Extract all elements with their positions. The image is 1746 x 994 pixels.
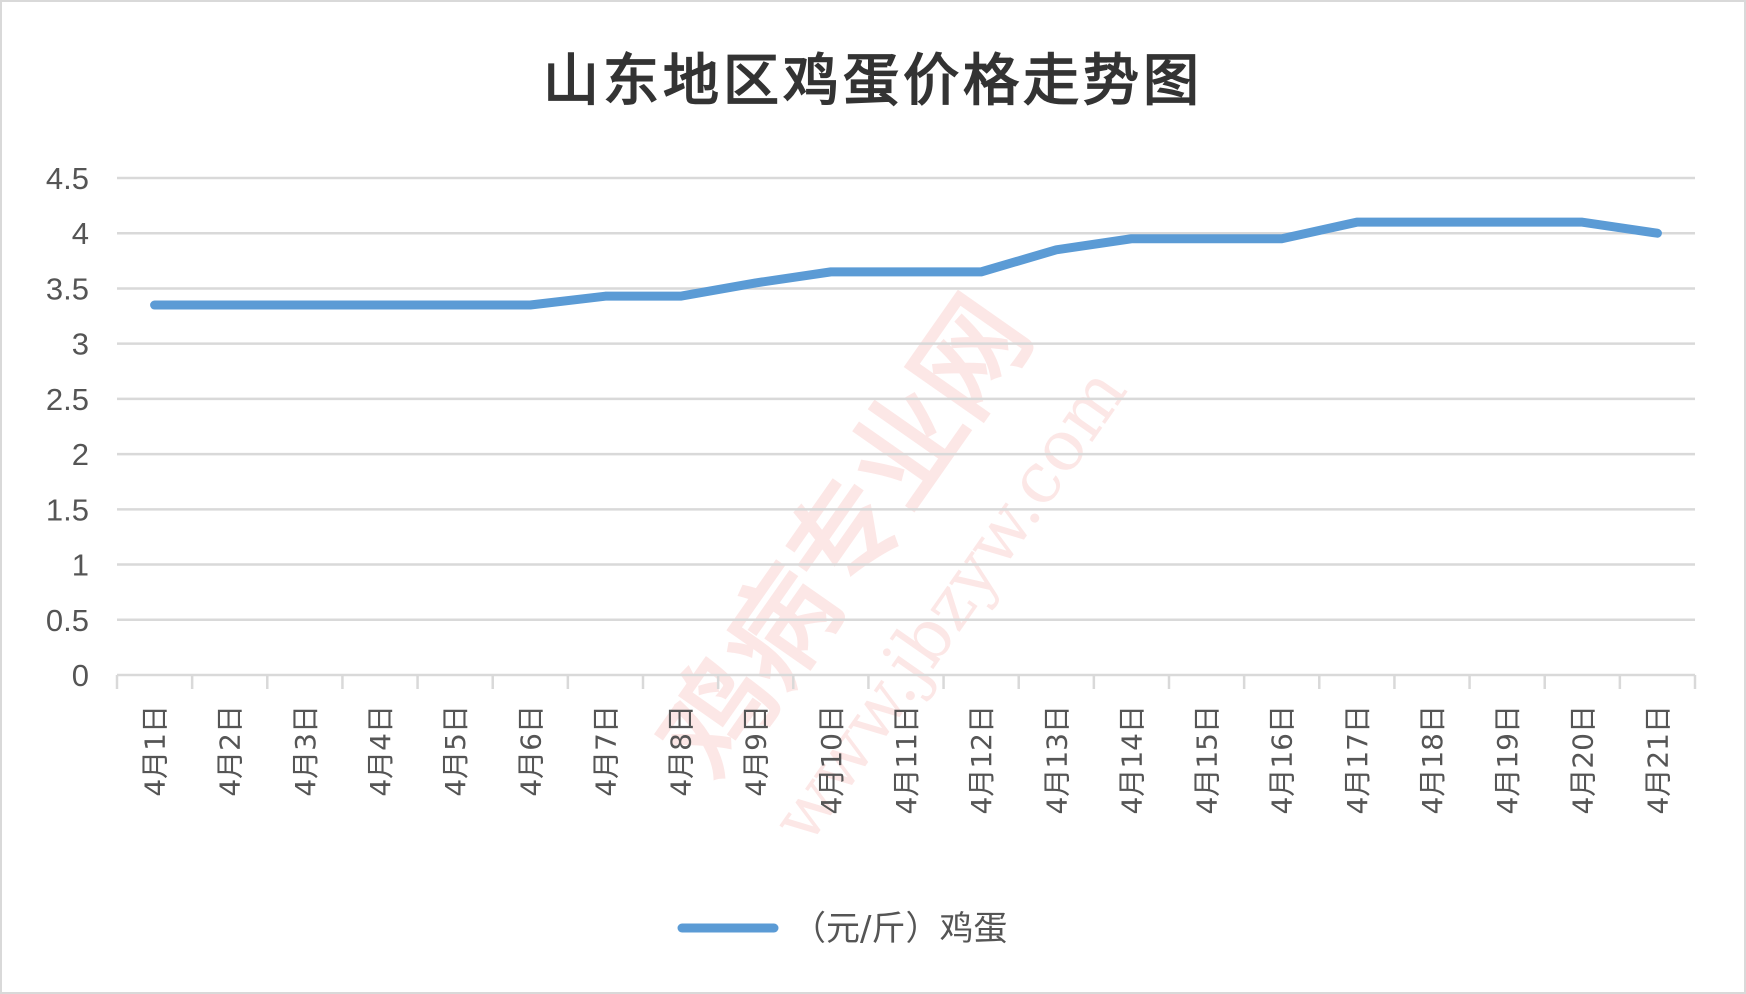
y-tick-label: 3.5	[46, 271, 89, 306]
x-tick-label: 4月15日	[1191, 705, 1224, 814]
y-tick-label: 0	[72, 658, 89, 693]
legend: （元/斤）鸡蛋	[677, 909, 1007, 949]
x-tick-label: 4月2日	[214, 705, 247, 797]
x-tick-label: 4月17日	[1341, 705, 1374, 814]
y-tick-label: 2	[72, 437, 89, 472]
x-tick-label: 4月4日	[364, 705, 397, 797]
x-tick-label: 4月6日	[514, 705, 547, 797]
x-tick-label: 4月9日	[740, 705, 773, 797]
x-tick-label: 4月13日	[1040, 705, 1073, 814]
y-tick-label: 0.5	[46, 603, 89, 638]
x-tick-label: 4月18日	[1416, 705, 1449, 814]
y-tick-label: 3	[72, 327, 89, 362]
legend-label: （元/斤）鸡蛋	[792, 909, 1007, 949]
x-tick-label: 4月3日	[289, 705, 322, 797]
y-tick-label: 4.5	[46, 161, 89, 196]
x-tick-label: 4月20日	[1566, 705, 1599, 814]
x-tick-label: 4月10日	[815, 705, 848, 814]
chart-title: 山东地区鸡蛋价格走势图	[543, 48, 1203, 114]
x-tick-label: 4月16日	[1266, 705, 1299, 814]
x-tick-label: 4月5日	[439, 705, 472, 797]
x-tick-label: 4月1日	[139, 705, 172, 797]
x-tick-label: 4月19日	[1491, 705, 1524, 814]
x-tick-label: 4月8日	[665, 705, 698, 797]
y-tick-label: 2.5	[46, 382, 89, 417]
x-tick-label: 4月14日	[1115, 705, 1148, 814]
x-tick-label: 4月12日	[965, 705, 998, 814]
series-line	[150, 217, 1662, 310]
x-tick-label: 4月21日	[1641, 705, 1674, 814]
y-tick-label: 4	[72, 216, 89, 251]
y-tick-label: 1	[72, 548, 89, 583]
x-tick-label: 4月7日	[589, 705, 622, 797]
y-tick-label: 1.5	[46, 492, 89, 527]
x-tick-label: 4月11日	[890, 705, 923, 814]
